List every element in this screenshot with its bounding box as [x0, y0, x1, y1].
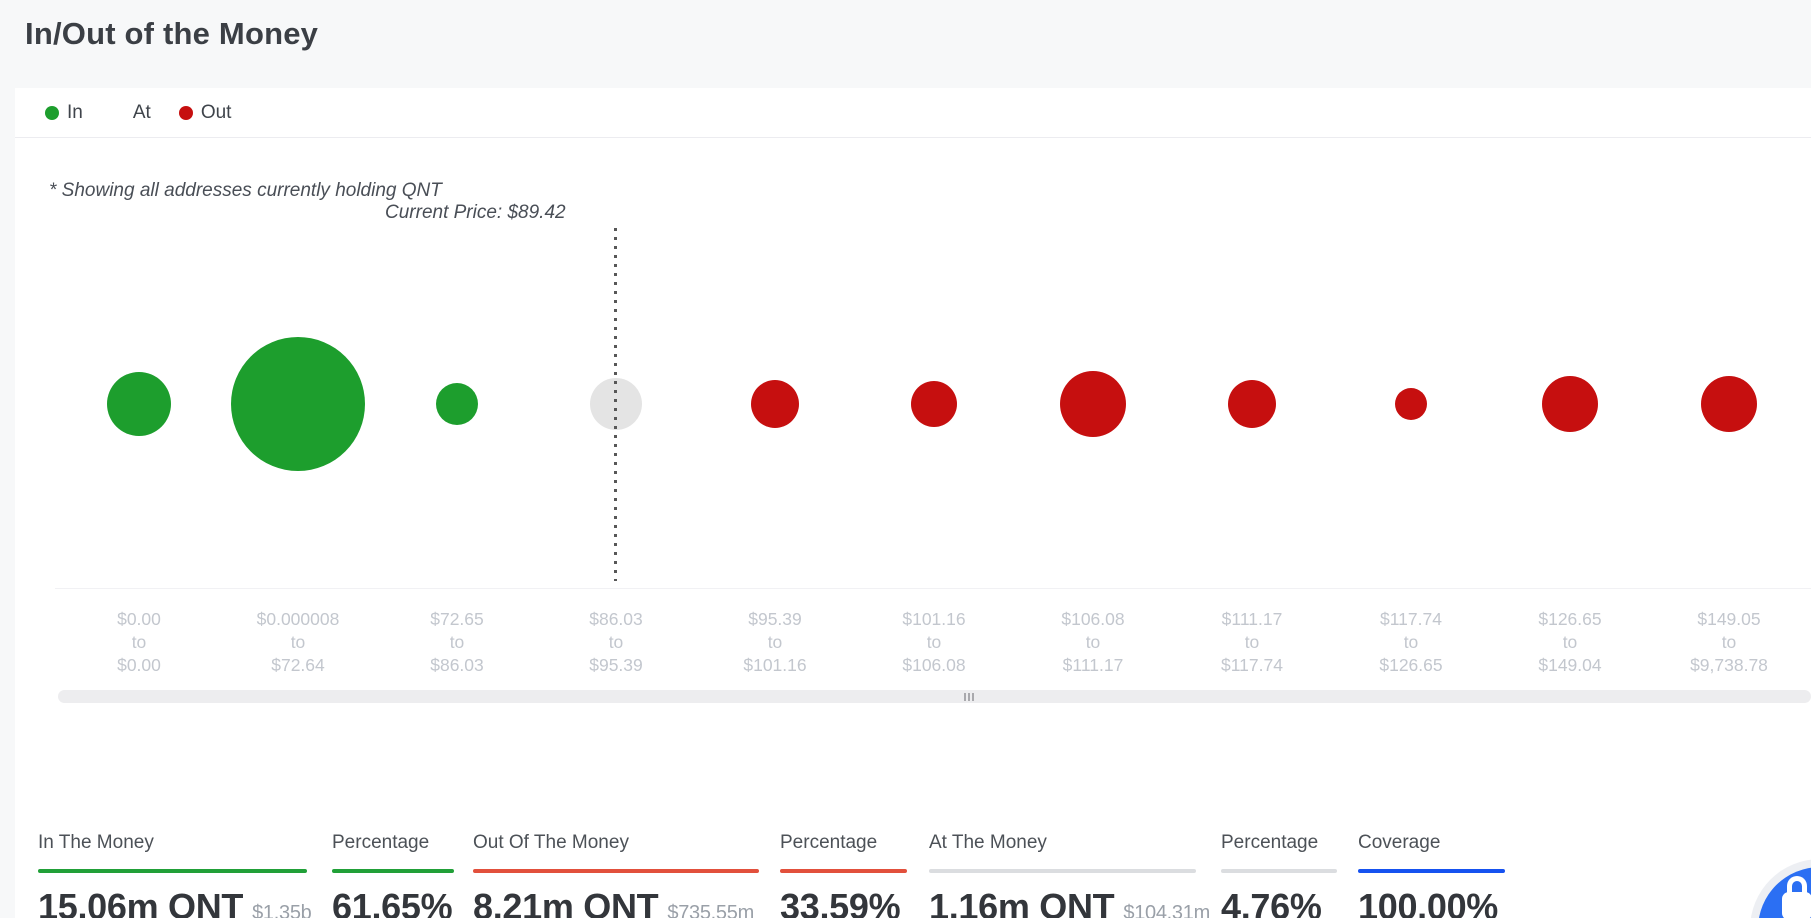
legend-label-in: In	[67, 101, 83, 123]
legend-item-at[interactable]: At	[110, 101, 151, 124]
stat-value: 61.65%	[332, 886, 453, 918]
stat-at-percentage: Percentage 4.76%	[1221, 832, 1337, 918]
stat-in-the-money: In The Money 15.06m QNT $1.35b	[38, 832, 312, 918]
stat-secondary-value: $735.55m	[667, 902, 754, 918]
bubble-out-$126.65[interactable]	[1542, 376, 1598, 432]
page-title: In/Out of the Money	[25, 16, 319, 51]
lock-icon	[1787, 876, 1807, 894]
stat-secondary-value: $104.31m	[1123, 902, 1210, 918]
current-price-label: Current Price: $89.42	[385, 202, 566, 223]
scrollbar-grip-icon	[964, 692, 974, 701]
stat-label: Percentage	[780, 832, 878, 853]
legend-dot-out-icon	[178, 105, 193, 120]
bubble-in-$0.00[interactable]	[107, 372, 171, 436]
lock-icon-body	[1782, 892, 1811, 918]
stat-label: Percentage	[332, 832, 430, 853]
x-axis-label: $72.65 to $86.03	[430, 609, 484, 675]
x-axis-label: $126.65 to $149.04	[1538, 609, 1602, 675]
x-axis-label: $111.17 to $117.74	[1221, 609, 1283, 675]
stat-underline	[332, 869, 454, 873]
stat-in-percentage: Percentage 61.65%	[332, 832, 454, 918]
bubble-out-$117.74[interactable]	[1395, 388, 1427, 420]
bubble-out-$149.05[interactable]	[1701, 376, 1757, 432]
legend-dot-at-icon	[110, 105, 125, 120]
chart-scrollbar[interactable]	[58, 690, 1811, 703]
stat-value: 8.21m QNT $735.55m	[473, 886, 759, 918]
x-axis-label: $101.16 to $106.08	[902, 609, 966, 675]
stat-label: Percentage	[1221, 832, 1319, 853]
stat-label: Out Of The Money	[473, 832, 629, 853]
x-axis-line	[55, 588, 1811, 589]
stat-value: 33.59%	[780, 886, 901, 918]
bubble-out-$106.08[interactable]	[1060, 371, 1126, 437]
stat-at-the-money: At The Money 1.16m QNT $104.31m	[929, 832, 1210, 918]
stat-secondary-value: $1.35b	[252, 902, 312, 918]
bubble-out-$95.39[interactable]	[751, 380, 799, 428]
stat-underline	[1358, 869, 1505, 873]
x-axis-label: $117.74 to $126.65	[1379, 609, 1443, 675]
stat-label: In The Money	[38, 832, 154, 853]
chart-card: In At Out * Showing all addresses curren…	[15, 88, 1811, 918]
stat-underline	[1221, 869, 1337, 873]
legend-dot-in-icon	[45, 105, 59, 120]
legend-item-out[interactable]: Out	[178, 101, 232, 124]
chart-note: * Showing all addresses currently holdin…	[49, 180, 442, 201]
stat-label: Coverage	[1358, 832, 1441, 853]
stat-out-of-the-money: Out Of The Money 8.21m QNT $735.55m	[473, 832, 759, 918]
current-price-line	[614, 228, 617, 581]
stat-underline	[473, 869, 759, 873]
bubble-in-$0.000008[interactable]	[231, 337, 365, 471]
stat-value: 15.06m QNT $1.35b	[38, 886, 312, 918]
stat-underline	[38, 869, 307, 873]
bubble-out-$111.17[interactable]	[1228, 380, 1276, 428]
x-axis-label: $86.03 to $95.39	[589, 609, 643, 675]
x-axis-label: $149.05 to $9,738.78	[1690, 609, 1768, 675]
stat-label: At The Money	[929, 832, 1047, 853]
stat-value: 4.76%	[1221, 886, 1322, 918]
stat-out-percentage: Percentage 33.59%	[780, 832, 907, 918]
legend-item-in[interactable]: In	[45, 102, 83, 124]
bubble-out-$101.16[interactable]	[911, 381, 957, 427]
x-axis-label: $0.00 to $0.00	[117, 609, 161, 675]
legend: In At Out	[15, 88, 1811, 138]
legend-label-at: At	[132, 101, 151, 123]
bubble-in-$72.65[interactable]	[436, 383, 478, 425]
stat-value: 1.16m QNT $104.31m	[929, 886, 1210, 918]
x-axis-label: $106.08 to $111.17	[1061, 609, 1125, 675]
stat-value: 100.00%	[1358, 886, 1499, 918]
x-axis-label: $95.39 to $101.16	[743, 609, 807, 675]
legend-label-out: Out	[200, 101, 232, 123]
stat-underline	[929, 869, 1196, 873]
x-axis-label: $0.000008 to $72.64	[256, 609, 340, 675]
stat-underline	[780, 869, 907, 873]
stat-coverage: Coverage 100.00%	[1358, 832, 1505, 918]
